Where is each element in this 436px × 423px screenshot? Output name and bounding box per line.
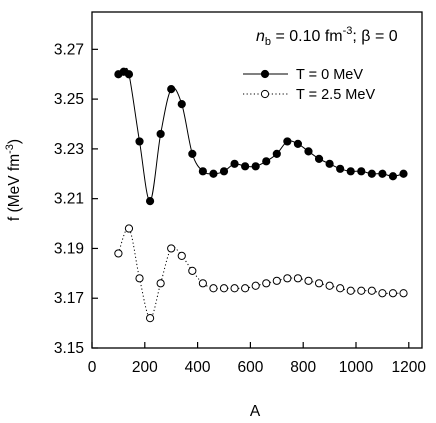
data-point-series-1 bbox=[114, 249, 123, 258]
data-point-series-1 bbox=[336, 284, 345, 293]
data-point-series-1 bbox=[124, 224, 134, 233]
y-tick-label: 3.25 bbox=[54, 91, 84, 108]
legend: T = 0 MeV T = 2.5 MeV bbox=[243, 67, 375, 103]
data-point-series-0 bbox=[219, 167, 229, 176]
data-point-series-0 bbox=[367, 169, 376, 178]
data-point-series-0 bbox=[124, 70, 134, 79]
annotation-value-sup: -3 bbox=[343, 25, 353, 37]
data-point-series-1 bbox=[145, 314, 155, 323]
data-point-series-1 bbox=[304, 276, 313, 285]
data-point-series-1 bbox=[293, 274, 303, 283]
data-point-series-0 bbox=[293, 139, 303, 149]
data-point-series-1 bbox=[325, 281, 334, 290]
data-point-series-1 bbox=[188, 266, 197, 275]
annotation-n-subscript: b bbox=[265, 36, 271, 48]
data-point-series-1 bbox=[230, 284, 239, 293]
data-point-series-0 bbox=[156, 129, 165, 139]
data-point-series-1 bbox=[346, 286, 355, 295]
data-point-series-1 bbox=[378, 289, 387, 298]
data-point-series-0 bbox=[241, 162, 250, 171]
legend-label-t0: T = 0 MeV bbox=[296, 67, 363, 83]
x-tick-label: 800 bbox=[290, 359, 316, 376]
data-point-series-0 bbox=[188, 149, 197, 158]
data-point-series-1 bbox=[198, 279, 207, 288]
legend-marker-t25 bbox=[260, 89, 270, 99]
data-point-series-1 bbox=[241, 284, 250, 293]
x-tick-label: 0 bbox=[88, 359, 97, 376]
y-axis-title-sup: -3 bbox=[4, 144, 16, 154]
x-tick-label: 200 bbox=[132, 359, 158, 376]
data-point-series-0 bbox=[135, 137, 144, 146]
data-point-series-0 bbox=[357, 167, 366, 176]
data-point-series-0 bbox=[209, 169, 218, 178]
data-point-series-1 bbox=[177, 251, 186, 261]
y-tick-label: 3.27 bbox=[54, 41, 84, 58]
x-tick-label: 1200 bbox=[392, 359, 427, 376]
data-point-series-1 bbox=[388, 289, 398, 298]
x-axis-title: A bbox=[250, 403, 261, 420]
data-point-series-0 bbox=[336, 164, 345, 173]
condition-annotation: nb = 0.10 fm-3; β = 0 bbox=[256, 25, 398, 48]
y-tick-label: 3.17 bbox=[54, 290, 84, 307]
data-point-series-1 bbox=[283, 274, 292, 283]
data-point-series-0 bbox=[388, 172, 398, 181]
data-point-series-0 bbox=[325, 159, 334, 168]
legend-label-t25: T = 2.5 MeV bbox=[296, 87, 375, 103]
data-point-series-0 bbox=[177, 99, 186, 109]
data-point-series-0 bbox=[198, 167, 207, 176]
data-point-series-1 bbox=[367, 286, 376, 295]
data-point-series-1 bbox=[219, 284, 229, 293]
data-point-series-0 bbox=[145, 197, 155, 206]
annotation-n-symbol: n bbox=[256, 28, 265, 45]
y-tick-label: 3.19 bbox=[54, 240, 84, 257]
series-line-1 bbox=[117, 227, 404, 319]
legend-marker-t0 bbox=[260, 69, 270, 79]
y-tick-label: 3.15 bbox=[54, 340, 84, 357]
data-point-series-0 bbox=[304, 147, 313, 156]
series-layer bbox=[114, 67, 408, 323]
data-point-series-1 bbox=[357, 286, 366, 295]
data-point-series-1 bbox=[156, 279, 165, 288]
data-point-series-1 bbox=[399, 289, 408, 298]
data-point-series-0 bbox=[272, 149, 281, 158]
annotation-value: = 0.10 fm bbox=[271, 28, 343, 45]
data-point-series-0 bbox=[167, 85, 176, 94]
y-tick-label: 3.21 bbox=[54, 191, 84, 208]
data-point-series-1 bbox=[167, 244, 176, 253]
x-tick-label: 1000 bbox=[339, 359, 374, 376]
data-point-series-1 bbox=[251, 281, 260, 290]
data-point-series-1 bbox=[135, 274, 144, 283]
data-point-series-1 bbox=[272, 276, 281, 285]
x-tick-label: 600 bbox=[237, 359, 263, 376]
data-point-series-0 bbox=[314, 154, 324, 163]
annotation-beta: ; β = 0 bbox=[352, 28, 397, 45]
data-point-series-0 bbox=[283, 137, 292, 146]
data-point-series-0 bbox=[251, 162, 260, 171]
data-point-series-1 bbox=[262, 279, 271, 288]
data-point-series-0 bbox=[378, 169, 387, 178]
data-point-series-0 bbox=[399, 169, 408, 178]
y-axis-title-close: ) bbox=[6, 139, 23, 144]
ticks-layer: 0 200 400 600 800 1000 1200 3.15 3.17 3.19 3.21 3.2… bbox=[54, 41, 427, 376]
data-point-series-0 bbox=[262, 157, 271, 166]
y-axis-title-main: f (MeV fm bbox=[6, 154, 23, 221]
x-tick-label: 400 bbox=[185, 359, 211, 376]
plot-frame bbox=[91, 11, 423, 349]
data-point-series-0 bbox=[346, 167, 355, 176]
data-point-series-0 bbox=[230, 159, 239, 168]
y-tick-label: 3.23 bbox=[54, 141, 84, 158]
y-axis-title: f (MeV fm-3) bbox=[4, 139, 23, 221]
data-point-series-1 bbox=[209, 284, 218, 293]
data-point-series-1 bbox=[314, 279, 324, 288]
